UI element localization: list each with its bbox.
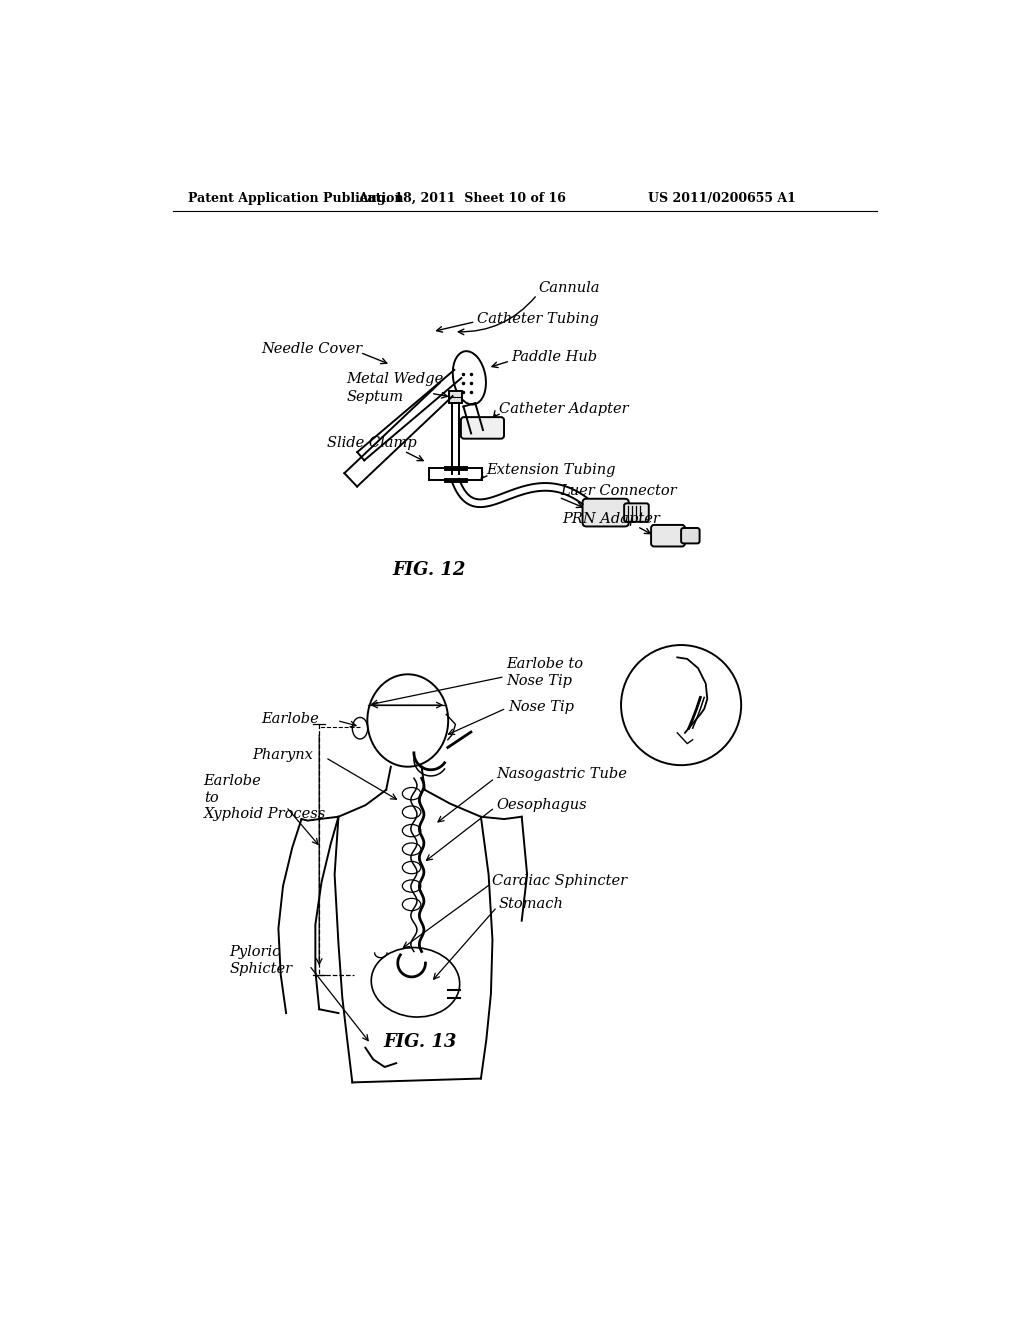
Text: Earlobe to
Nose Tip: Earlobe to Nose Tip bbox=[506, 657, 584, 689]
Text: Pharynx: Pharynx bbox=[252, 748, 313, 762]
Text: Oesophagus: Oesophagus bbox=[497, 799, 587, 812]
Text: Aug. 18, 2011  Sheet 10 of 16: Aug. 18, 2011 Sheet 10 of 16 bbox=[357, 191, 565, 205]
Text: Needle Cover: Needle Cover bbox=[261, 342, 362, 356]
Text: Nose Tip: Nose Tip bbox=[508, 700, 573, 714]
Text: PRN Adapter: PRN Adapter bbox=[562, 512, 659, 525]
Text: Stomach: Stomach bbox=[499, 896, 563, 911]
Text: Earlobe
to
Xyphoid Process: Earlobe to Xyphoid Process bbox=[204, 775, 326, 821]
FancyBboxPatch shape bbox=[583, 499, 629, 527]
Text: US 2011/0200655 A1: US 2011/0200655 A1 bbox=[648, 191, 796, 205]
Text: Cardiac Sphincter: Cardiac Sphincter bbox=[493, 874, 628, 887]
Text: Catheter Tubing: Catheter Tubing bbox=[477, 312, 599, 326]
Text: Catheter Adapter: Catheter Adapter bbox=[499, 401, 629, 416]
Text: Extension Tubing: Extension Tubing bbox=[486, 463, 615, 478]
Text: Slide Clamp: Slide Clamp bbox=[327, 437, 417, 450]
Bar bbox=[450, 391, 462, 404]
Text: FIG. 12: FIG. 12 bbox=[392, 561, 466, 579]
FancyBboxPatch shape bbox=[625, 503, 649, 521]
Text: Patent Application Publication: Patent Application Publication bbox=[188, 191, 403, 205]
Text: Pyloric
Sphicter: Pyloric Sphicter bbox=[229, 945, 292, 977]
FancyBboxPatch shape bbox=[461, 417, 504, 438]
Text: Nasogastric Tube: Nasogastric Tube bbox=[497, 767, 627, 781]
Text: Earlobe: Earlobe bbox=[261, 711, 319, 726]
Text: Metal Wedge
Septum: Metal Wedge Septum bbox=[346, 372, 443, 404]
Text: Cannula: Cannula bbox=[539, 281, 600, 294]
Text: FIG. 13: FIG. 13 bbox=[383, 1034, 457, 1051]
FancyBboxPatch shape bbox=[681, 528, 699, 544]
Text: Luer Connector: Luer Connector bbox=[560, 484, 677, 498]
Text: Paddle Hub: Paddle Hub bbox=[512, 350, 598, 364]
FancyBboxPatch shape bbox=[651, 525, 685, 546]
